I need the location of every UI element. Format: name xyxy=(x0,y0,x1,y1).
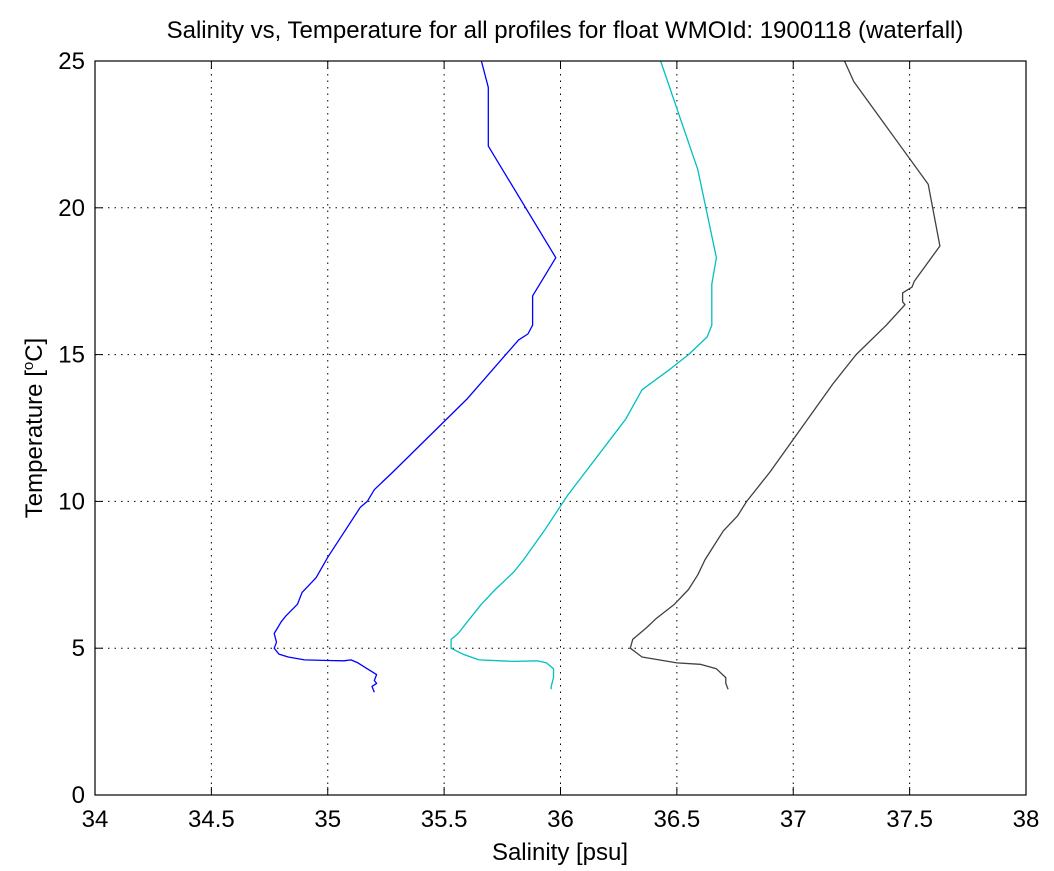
y-tick-label: 15 xyxy=(58,342,85,369)
x-axis-label: Salinity [psu] xyxy=(492,839,628,866)
profile-line-2 xyxy=(450,60,718,690)
profile-line-3 xyxy=(629,60,941,690)
x-tick-label: 37.5 xyxy=(886,806,933,833)
x-tick-label: 35 xyxy=(314,806,341,833)
y-tick-label: 10 xyxy=(58,488,85,515)
x-tick-label: 36 xyxy=(547,806,574,833)
y-tick-label: 5 xyxy=(72,635,85,662)
y-axis-label-superscript: o xyxy=(20,362,37,370)
y-tick-label: 0 xyxy=(72,782,85,809)
y-axis-label-unit: C] xyxy=(21,338,48,362)
grid-lines xyxy=(95,61,1026,795)
profile-line-1 xyxy=(273,60,557,693)
y-tick-label: 20 xyxy=(58,195,85,222)
y-axis-label: Temperature [oC] xyxy=(20,338,48,518)
y-tick-label: 25 xyxy=(58,48,85,75)
plot-frame xyxy=(94,60,1027,796)
x-tick-label: 34 xyxy=(82,806,109,833)
y-axis-label-main: Temperature [ xyxy=(21,370,48,518)
chart-title: Salinity vs, Temperature for all profile… xyxy=(167,17,964,44)
x-tick-label: 37 xyxy=(780,806,807,833)
series-layer xyxy=(273,60,941,693)
x-tick-label: 34.5 xyxy=(188,806,235,833)
x-tick-label: 35.5 xyxy=(421,806,468,833)
axis-ticks: 34 34.5 35 35.5 36 36.5 37 37.5 38 0 5 10 15 20 25 xyxy=(58,48,1039,833)
x-tick-label: 38 xyxy=(1013,806,1040,833)
x-tick-label: 36.5 xyxy=(654,806,701,833)
